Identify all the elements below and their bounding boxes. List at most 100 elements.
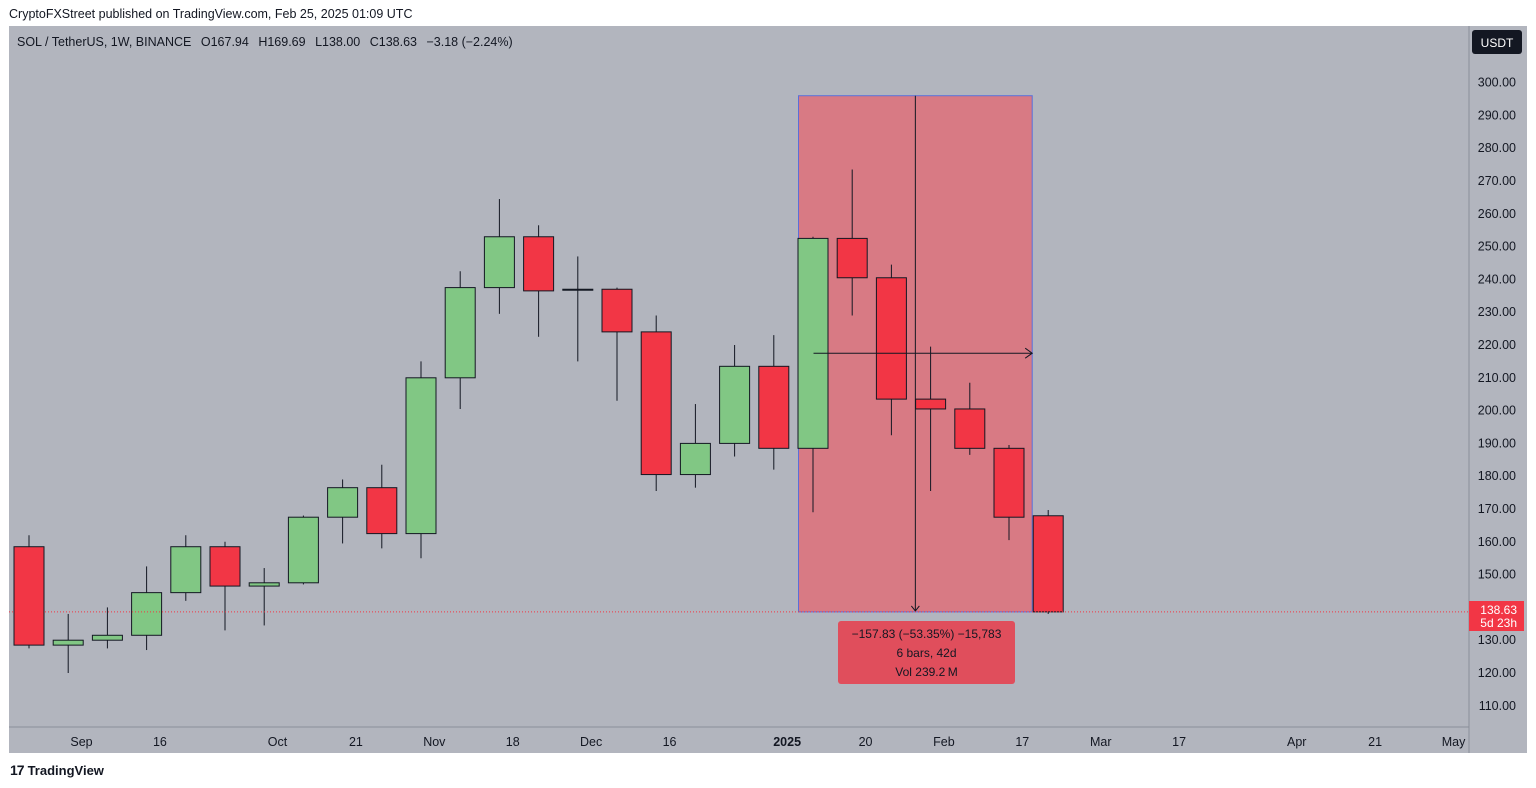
x-tick-label: Dec <box>580 735 602 749</box>
x-tick-label: Nov <box>423 735 446 749</box>
candle-body-up <box>287 516 319 584</box>
time-axis[interactable]: Sep 16 Oct 21 Nov 18 Dec 16 2025 20 Feb 17 Mar 17 Apr 2… <box>70 735 1466 749</box>
x-tick-label: 21 <box>349 735 363 749</box>
y-tick-label: 270.00 <box>1478 174 1516 188</box>
candle-body-down <box>875 277 907 400</box>
x-tick-label: Apr <box>1287 735 1306 749</box>
candle <box>444 271 476 409</box>
candle <box>91 607 123 649</box>
x-tick-label: May <box>1442 735 1466 749</box>
candle <box>209 541 241 631</box>
last-price-countdown: 5d 23h <box>1480 616 1517 630</box>
x-tick-label: Feb <box>933 735 955 749</box>
legend-line: SOL / TetherUS, 1W, BINANCE O167.94 H169… <box>17 35 513 49</box>
y-tick-label: 150.00 <box>1478 568 1516 582</box>
measure-label-bg <box>838 621 1015 684</box>
legend-symbol: SOL / TetherUS, 1W, BINANCE <box>17 35 191 49</box>
candle-body-down <box>915 398 947 410</box>
candle <box>993 445 1025 541</box>
x-tick-label: 17 <box>1172 735 1186 749</box>
candle-body-up <box>797 237 829 449</box>
currency-badge-bg <box>1472 30 1522 54</box>
candle-body-up <box>52 639 84 646</box>
candle-body-down <box>758 365 790 449</box>
measure-change: −157.83 (−53.35%) −15,783 <box>852 627 1002 641</box>
candle <box>875 264 907 436</box>
candle <box>523 225 555 337</box>
legend-low: L138.00 <box>315 35 360 49</box>
legend-change: −3.18 (−2.24%) <box>426 35 512 49</box>
last-price-tag: 138.63 5d 23h <box>1469 601 1524 631</box>
x-tick-label: 17 <box>1015 735 1029 749</box>
candle-body-down <box>993 447 1025 518</box>
candle-body-up <box>405 377 437 535</box>
last-price-value: 138.63 <box>1480 603 1517 617</box>
candle-body-up <box>483 236 515 289</box>
candle <box>758 335 790 470</box>
candle-body-down <box>13 546 45 646</box>
candles <box>13 169 1064 673</box>
candle-body-up <box>91 634 123 641</box>
candle-body-up <box>248 582 280 587</box>
candle <box>836 169 868 316</box>
candle <box>1032 510 1064 614</box>
brand-name: TradingView <box>27 762 104 778</box>
candle-body-up <box>170 546 202 594</box>
candle <box>601 287 633 401</box>
y-tick-label: 240.00 <box>1478 272 1516 286</box>
candle-body-down <box>209 546 241 587</box>
publish-info: CryptoFXStreet published on TradingView.… <box>9 7 413 21</box>
candle-body-down <box>954 408 986 449</box>
measure-horizontal-arrowhead <box>1024 347 1034 359</box>
x-tick-label: 2025 <box>773 735 801 749</box>
measure-label: −157.83 (−53.35%) −15,783 6 bars, 42d Vo… <box>838 621 1015 684</box>
y-tick-label: 260.00 <box>1478 207 1516 221</box>
candle-body-down <box>523 236 555 292</box>
y-tick-label: 250.00 <box>1478 240 1516 254</box>
candle <box>797 236 829 513</box>
candle <box>366 464 398 549</box>
currency-badge-label: USDT <box>1481 36 1514 50</box>
y-tick-label: 280.00 <box>1478 141 1516 155</box>
x-tick-label: 21 <box>1368 735 1382 749</box>
measure-bars: 6 bars, 42d <box>896 646 956 660</box>
measure-vertical-arrowhead <box>910 605 920 612</box>
candle-body-down <box>1032 515 1064 613</box>
y-tick-label: 200.00 <box>1478 404 1516 418</box>
candle-body-up <box>562 288 594 291</box>
x-tick-label: 16 <box>663 735 677 749</box>
candle <box>170 535 202 601</box>
legend-high: H169.69 <box>258 35 305 49</box>
y-tick-label: 130.00 <box>1478 633 1516 647</box>
y-tick-label: 160.00 <box>1478 535 1516 549</box>
candle <box>679 404 711 488</box>
y-tick-label: 170.00 <box>1478 502 1516 516</box>
candle-body-down <box>836 237 868 279</box>
candle-body-up <box>131 592 163 636</box>
y-tick-label: 220.00 <box>1478 338 1516 352</box>
candle-body-down <box>366 487 398 535</box>
candle <box>640 315 672 491</box>
candle <box>13 535 45 649</box>
y-tick-label: 120.00 <box>1478 666 1516 680</box>
x-tick-label: 18 <box>506 735 520 749</box>
measure-volume: Vol 239.2 M <box>895 665 957 679</box>
candle-body-up <box>327 487 359 518</box>
x-tick-label: Sep <box>70 735 92 749</box>
y-tick-label: 230.00 <box>1478 305 1516 319</box>
x-tick-label: Oct <box>268 735 288 749</box>
tradingview-brand[interactable]: 17 TradingView <box>10 762 104 778</box>
price-axis[interactable]: 110.00 120.00 130.00 150.00 160.00 170.00 180.… <box>1478 76 1516 713</box>
candle-body-up <box>719 365 751 444</box>
x-tick-label: 20 <box>859 735 873 749</box>
y-tick-label: 290.00 <box>1478 108 1516 122</box>
currency-badge[interactable]: USDT <box>1472 30 1522 54</box>
candle <box>954 382 986 455</box>
y-tick-label: 110.00 <box>1479 699 1516 713</box>
candle <box>327 479 359 544</box>
x-tick-label: Mar <box>1090 735 1112 749</box>
candle <box>562 256 594 362</box>
x-tick-label: 16 <box>153 735 167 749</box>
